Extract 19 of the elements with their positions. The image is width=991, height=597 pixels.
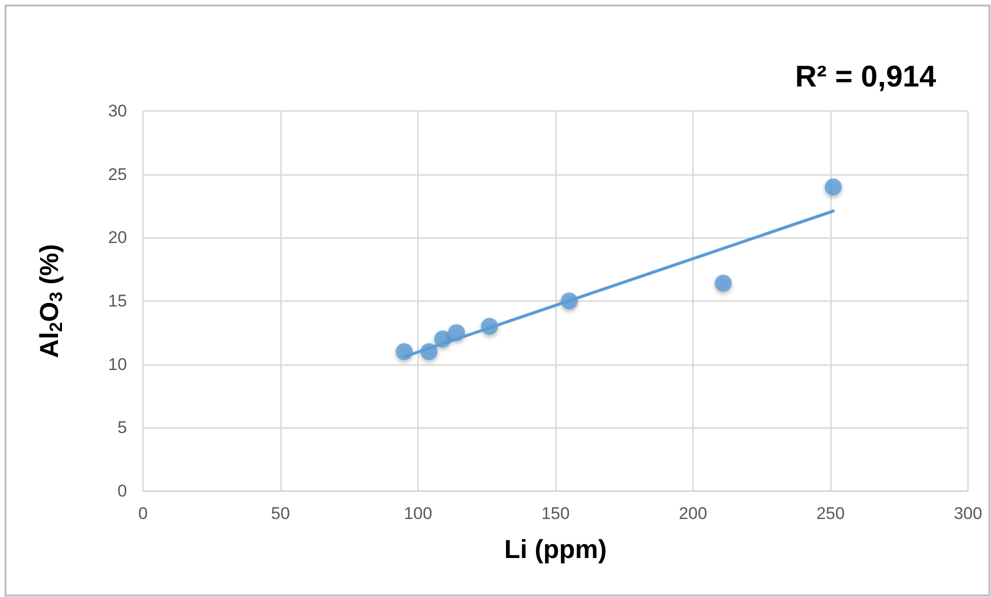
y-tick-label: 15 xyxy=(108,292,127,310)
x-axis-title: Li (ppm) xyxy=(504,534,607,564)
x-tick-label: 0 xyxy=(138,504,148,523)
x-tick-label: 150 xyxy=(541,504,570,523)
y-tick-label: 10 xyxy=(108,354,127,374)
x-tick-label: 200 xyxy=(678,504,708,523)
y-axis-title: Al2O3 (%) xyxy=(34,244,66,358)
x-tick-label: 50 xyxy=(271,504,290,523)
y-tick-label: 30 xyxy=(108,102,127,120)
x-tick-label: 250 xyxy=(816,504,845,523)
y-tick-label: 20 xyxy=(108,228,127,248)
y-tick-label: 0 xyxy=(118,482,127,500)
y-tick-label: 5 xyxy=(118,418,127,438)
point xyxy=(714,274,732,292)
y-tick-label: 25 xyxy=(108,164,127,184)
point xyxy=(824,178,842,196)
x-tick-label: 100 xyxy=(404,504,432,523)
x-tick-label: 300 xyxy=(954,504,982,523)
text: R² = 0,914 xyxy=(795,60,936,94)
